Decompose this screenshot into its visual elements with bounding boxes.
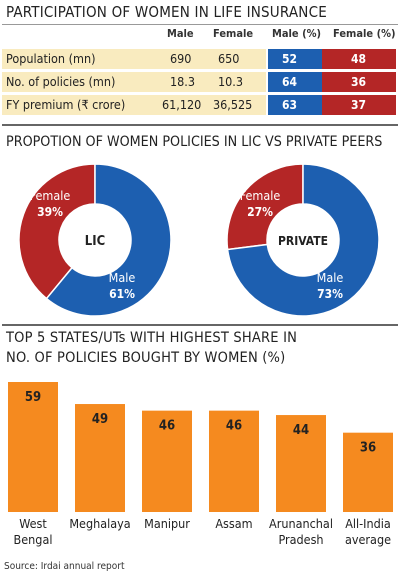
- row-female-value: 10.3: [218, 74, 244, 89]
- donut-slice-value: 73%: [317, 287, 343, 301]
- bar-value-label: 36: [360, 441, 376, 456]
- bar: [209, 410, 259, 512]
- donut-slice-label: Male: [317, 270, 344, 285]
- table-row-bg: [2, 49, 266, 69]
- header-male-pct: Male (%): [272, 27, 322, 40]
- male-pct-value: 64: [282, 75, 298, 89]
- bar: [276, 415, 326, 512]
- header-male: Male: [167, 27, 194, 40]
- bar-value-label: 46: [226, 419, 242, 434]
- female-pct-value: 48: [351, 52, 367, 66]
- bar: [142, 410, 192, 512]
- lic-donut-chart: LIC Female 39% Male 61%: [18, 163, 172, 317]
- bar-value-label: 49: [92, 412, 108, 427]
- donut-center-label: PRIVATE: [278, 234, 328, 248]
- donut-slice-label: Female: [240, 188, 281, 203]
- bar: [343, 432, 393, 512]
- bar: [75, 404, 125, 512]
- male-pct-cell: [268, 72, 322, 92]
- bar-category-label: West: [19, 516, 47, 531]
- female-pct-cell: [322, 95, 396, 115]
- bar-category-label: Manipur: [144, 516, 190, 531]
- bar-category-label: Bengal: [14, 532, 53, 547]
- section-divider: [2, 124, 398, 126]
- female-pct-cell: [322, 72, 396, 92]
- donut-slice-label: Female: [30, 188, 71, 203]
- source-note: Source: Irdai annual report: [4, 561, 125, 572]
- bar-category-label: Pradesh: [278, 532, 323, 547]
- donut-slice-label: Male: [109, 270, 136, 285]
- donut-slice-female: [18, 163, 96, 300]
- row-male-value: 61,120: [162, 97, 202, 112]
- female-pct-cell: [322, 49, 396, 69]
- donut-slice-male: [45, 163, 172, 317]
- donut-slice-value: 61%: [109, 287, 135, 301]
- row-label: No. of policies (mn): [6, 74, 116, 89]
- row-label: Population (mn): [6, 51, 96, 66]
- table-row-bg: [2, 95, 266, 115]
- donut-slice-value: 39%: [37, 205, 63, 219]
- row-female-value: 36,525: [213, 97, 253, 112]
- section3-title-line2: NO. OF POLICIES BOUGHT BY WOMEN (%): [6, 350, 286, 366]
- row-female-value: 650: [218, 51, 240, 66]
- male-pct-cell: [268, 49, 322, 69]
- male-pct-cell: [268, 95, 322, 115]
- section-divider: [2, 324, 398, 326]
- bar-category-label: All-India: [345, 516, 391, 531]
- bar-category-label: Arunanchal: [269, 516, 333, 531]
- section3-title-line1: TOP 5 STATES/UTs WITH HIGHEST SHARE IN: [6, 330, 298, 346]
- bar-value-label: 44: [293, 423, 309, 438]
- table-row-bg: [2, 72, 266, 92]
- donut-slice-value: 27%: [247, 205, 273, 219]
- row-male-value: 18.3: [170, 74, 196, 89]
- bar-category-label: Assam: [215, 516, 252, 531]
- row-male-value: 690: [170, 51, 192, 66]
- row-label: FY premium (₹ crore): [6, 97, 126, 112]
- bar: [8, 382, 58, 512]
- divider: [2, 24, 398, 25]
- header-female-pct: Female (%): [333, 27, 396, 40]
- donut-center-label: LIC: [85, 234, 105, 249]
- donut-slice-female: [226, 163, 304, 251]
- private-donut-chart: PRIVATE Female 27% Male 73%: [226, 163, 380, 317]
- bar-category-label: Meghalaya: [69, 516, 130, 531]
- section2-title: PROPOTION OF WOMEN POLICIES IN LIC VS PR…: [6, 134, 383, 150]
- bar-value-label: 46: [159, 419, 175, 434]
- header-female: Female: [213, 27, 254, 40]
- female-pct-value: 37: [351, 98, 367, 112]
- female-pct-value: 36: [351, 75, 367, 89]
- male-pct-value: 63: [282, 98, 298, 112]
- bar-category-label: average: [345, 532, 391, 547]
- section1-title: PARTICIPATION OF WOMEN IN LIFE INSURANCE: [6, 3, 327, 21]
- bar-value-label: 59: [25, 390, 41, 405]
- male-pct-value: 52: [282, 52, 298, 66]
- donut-slice-male: [226, 163, 380, 317]
